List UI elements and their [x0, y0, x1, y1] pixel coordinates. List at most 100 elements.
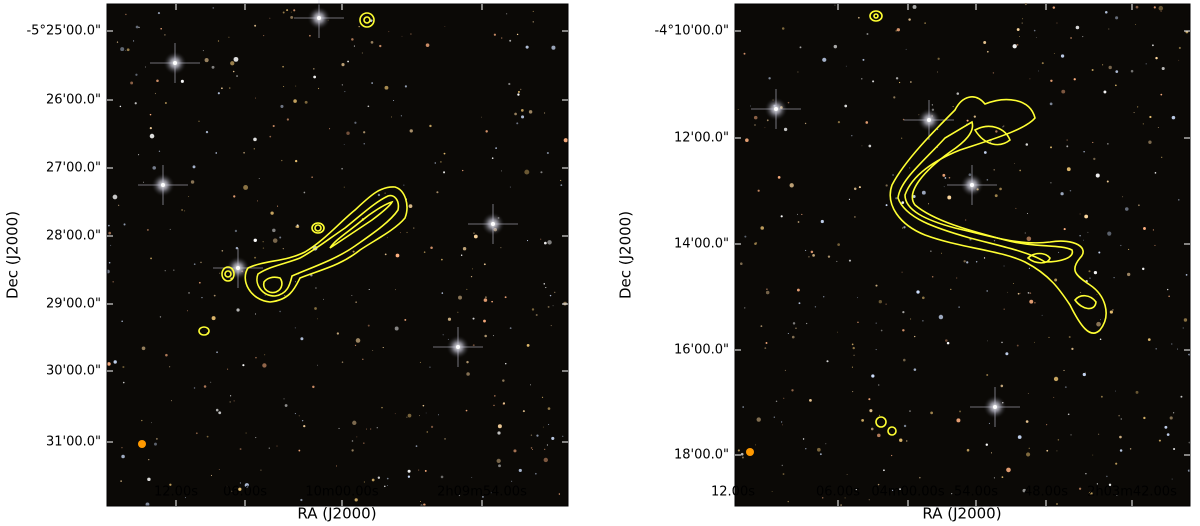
star	[1050, 79, 1053, 83]
star	[755, 444, 756, 446]
star	[243, 151, 245, 154]
star	[108, 224, 110, 227]
star	[1005, 352, 1009, 356]
star	[792, 322, 796, 325]
star	[1171, 115, 1176, 120]
star	[1099, 338, 1102, 340]
star	[880, 329, 883, 332]
star	[169, 366, 171, 368]
star	[1050, 146, 1052, 149]
star	[909, 167, 911, 169]
star	[983, 41, 987, 44]
star	[846, 473, 848, 475]
star	[471, 477, 473, 478]
star	[154, 92, 157, 95]
x-tick-label: 2h09m54.00s	[437, 485, 527, 500]
star	[896, 28, 900, 32]
star	[367, 324, 370, 327]
star	[945, 339, 948, 342]
star	[535, 472, 537, 475]
star	[215, 408, 219, 412]
star	[1154, 244, 1156, 246]
star	[1017, 292, 1020, 295]
star	[233, 56, 239, 62]
star	[937, 71, 939, 73]
star	[532, 21, 535, 23]
star	[262, 363, 267, 368]
star	[144, 66, 146, 68]
star	[317, 87, 320, 90]
star	[264, 294, 266, 296]
y-tick-label: 29'00.0"	[46, 297, 101, 312]
star	[390, 116, 392, 118]
star	[351, 440, 354, 442]
x-tick-label: 04m00.00s	[871, 485, 944, 500]
star	[313, 68, 315, 70]
star	[784, 369, 786, 371]
star	[1070, 434, 1072, 436]
star	[912, 5, 917, 9]
star	[901, 271, 903, 273]
star	[309, 34, 311, 37]
star	[542, 426, 544, 428]
star	[1064, 386, 1067, 388]
star	[744, 235, 747, 238]
star	[903, 226, 906, 229]
star	[1138, 204, 1140, 207]
star	[1183, 318, 1188, 322]
star	[895, 197, 898, 200]
star	[371, 82, 373, 84]
star	[462, 247, 467, 251]
star	[1050, 182, 1052, 184]
star	[211, 65, 215, 69]
star	[787, 101, 790, 104]
star	[890, 454, 893, 457]
star	[1178, 46, 1181, 50]
star	[138, 154, 140, 156]
star	[1056, 450, 1058, 452]
star	[1028, 447, 1030, 449]
star	[1151, 44, 1154, 47]
star	[386, 477, 389, 480]
star	[472, 268, 474, 270]
star	[868, 398, 871, 401]
star	[184, 497, 186, 499]
star	[902, 227, 904, 229]
star	[354, 498, 358, 502]
star	[901, 201, 905, 204]
star	[501, 37, 503, 39]
star	[157, 12, 161, 15]
star	[484, 296, 487, 299]
star	[798, 302, 801, 305]
y-tick-label: 16'00.0"	[674, 343, 729, 358]
star	[964, 219, 967, 221]
star	[870, 427, 874, 431]
star	[501, 170, 502, 172]
star	[354, 344, 357, 347]
star	[1038, 70, 1039, 72]
star	[1019, 292, 1021, 294]
star	[993, 168, 996, 171]
star	[1171, 343, 1173, 345]
star	[520, 88, 522, 91]
star	[540, 238, 542, 240]
star	[1014, 163, 1015, 164]
star	[771, 490, 773, 492]
star	[1149, 115, 1152, 119]
star	[316, 318, 318, 320]
star	[1161, 156, 1163, 158]
star	[221, 249, 224, 252]
star	[908, 18, 911, 21]
star	[1083, 239, 1084, 241]
star-core	[456, 345, 460, 349]
star	[1028, 267, 1030, 269]
star	[351, 449, 354, 452]
star	[300, 498, 303, 502]
star	[764, 347, 767, 350]
star	[871, 374, 875, 378]
star	[1104, 10, 1108, 14]
star	[848, 259, 852, 262]
star	[440, 161, 442, 163]
star	[436, 191, 439, 194]
star	[295, 85, 297, 87]
